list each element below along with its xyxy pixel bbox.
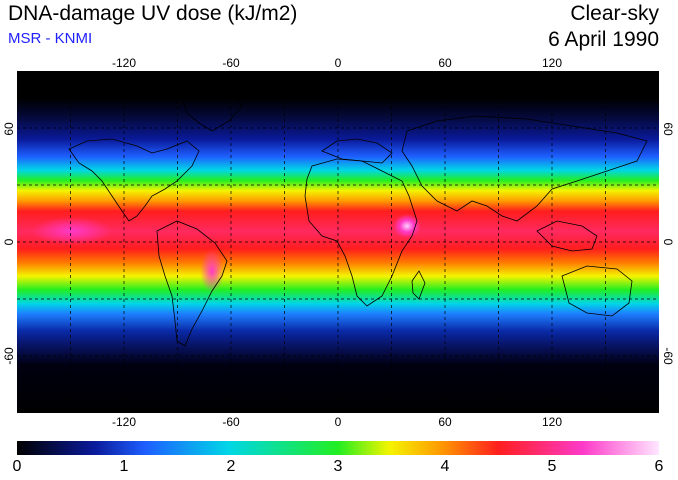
lat-tick-left: 0	[2, 238, 16, 246]
south-america-outline	[156, 220, 228, 347]
uv-maximum-patch	[393, 214, 421, 238]
lon-tick-top: -120	[111, 56, 137, 70]
colorbar-tick: 6	[654, 458, 664, 475]
lon-tick-bottom: -60	[222, 415, 240, 429]
colorbar-tick: 3	[333, 458, 343, 475]
madagascar-outline	[411, 270, 426, 300]
colorbar-tick: 4	[440, 458, 450, 475]
lat-tick-right: 0	[661, 238, 675, 246]
uv-maximum-patch	[32, 217, 112, 245]
lat-tick-right: 60	[661, 122, 675, 136]
uv-dose-map-canvas	[17, 71, 659, 413]
lon-tick-top: 60	[438, 56, 452, 70]
colorbar	[17, 441, 659, 455]
colorbar-tick: 1	[119, 458, 129, 475]
lon-tick-top: 0	[334, 56, 342, 70]
europe-outline	[321, 138, 393, 164]
lon-tick-bottom: -120	[111, 415, 137, 429]
map-title: DNA-damage UV dose (kJ/m2)	[8, 2, 298, 25]
lon-tick-bottom: 120	[541, 415, 563, 429]
colorbar-tick: 0	[12, 458, 22, 475]
lon-tick-top: -60	[222, 56, 240, 70]
lat-tick-left: -60	[2, 347, 16, 365]
australia-outline	[561, 265, 633, 317]
uv-maximum-patch	[200, 249, 224, 293]
greenland-outline	[181, 90, 243, 132]
asia-outline	[401, 115, 648, 222]
graticule	[17, 71, 659, 413]
coastlines	[68, 90, 648, 347]
colorbar-tick: 5	[547, 458, 557, 475]
uv-dose-map	[17, 71, 659, 413]
source-label: MSR - KNMI	[8, 30, 93, 47]
indonesia-outline	[536, 220, 598, 252]
sky-condition-label: Clear-sky	[570, 2, 659, 25]
lon-tick-bottom: 60	[438, 415, 452, 429]
lat-tick-left: 60	[2, 122, 16, 136]
lon-tick-top: 120	[541, 56, 563, 70]
lon-tick-bottom: 0	[334, 415, 342, 429]
africa-outline	[304, 158, 418, 307]
date-label: 6 April 1990	[548, 28, 659, 51]
colorbar-tick: 2	[226, 458, 236, 475]
north-america-outline	[68, 138, 200, 222]
lat-tick-right: -60	[661, 347, 675, 365]
